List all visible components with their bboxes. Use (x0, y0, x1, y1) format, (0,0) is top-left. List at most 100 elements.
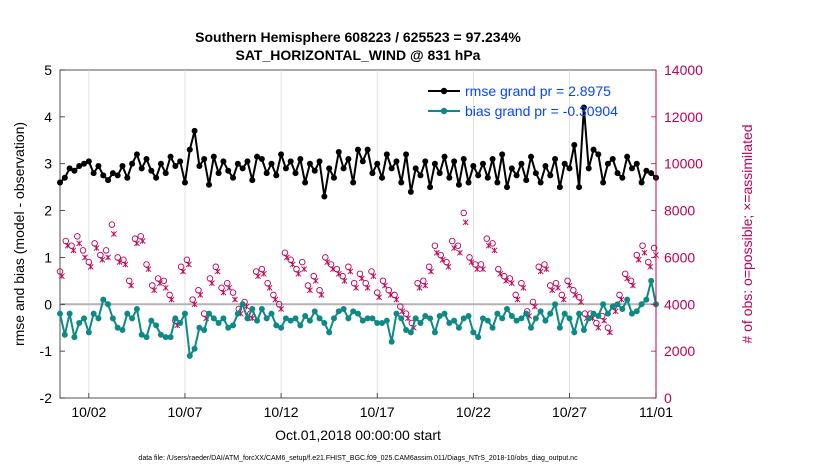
rmse-point (436, 170, 443, 177)
rmse-point (537, 179, 544, 186)
bias-point (528, 324, 535, 331)
obs-possible-point (102, 247, 110, 254)
rmse-point (561, 160, 568, 167)
bias-point (484, 317, 491, 324)
bias-point (254, 317, 261, 324)
rmse-point (624, 153, 631, 160)
rmse-point (220, 158, 227, 165)
bias-point (489, 324, 496, 331)
rmse-point (542, 163, 549, 170)
rmse-point (138, 165, 145, 172)
bias-point (455, 324, 462, 331)
obs-assimilated-point (560, 296, 567, 303)
rmse-point (143, 156, 150, 163)
obs-assimilated-point (191, 301, 198, 308)
rmse-point (311, 167, 318, 174)
bias-point (566, 315, 573, 322)
obs-assimilated-point (255, 273, 261, 280)
obs-assimilated-point (295, 270, 302, 277)
bias-point (109, 315, 116, 322)
obs-assimilated-point (566, 282, 573, 289)
footer-data-file: data file: /Users/raeder/DAI/ATM_forcXX/… (138, 455, 578, 462)
bias-point (580, 327, 587, 334)
obs-assimilated-point (578, 299, 584, 305)
right-tick-label: 12000 (664, 109, 703, 125)
obs-assimilated-point (318, 291, 325, 298)
bias-point (633, 308, 640, 315)
rmse-point (364, 146, 371, 153)
left-tick-label: 0 (44, 296, 52, 312)
x-axis-ticks: 10/02 10/07 10/12 10/17 10/22 10/27 11/01 (71, 393, 673, 420)
left-tick-label: 1 (44, 249, 52, 265)
bias-point (90, 310, 97, 317)
x-tick-label: 10/07 (167, 404, 202, 420)
rmse-point (157, 160, 164, 167)
left-tick-label: 5 (44, 62, 52, 78)
obs-assimilated-point (283, 254, 290, 261)
rmse-point (95, 163, 102, 170)
bias-point (302, 313, 309, 319)
bias-point (330, 315, 337, 322)
obs-assimilated-point (555, 284, 561, 291)
rmse-point (407, 188, 414, 195)
bias-point (383, 317, 390, 324)
obs-assimilated-point (393, 296, 400, 303)
obs-assimilated-point (537, 268, 544, 275)
bias-point (465, 313, 472, 319)
obs-assimilated-point (70, 247, 77, 254)
right-tick-label: 14000 (664, 62, 703, 78)
rmse-point (153, 174, 160, 181)
rmse-point (393, 158, 400, 165)
left-tick-label: 4 (44, 109, 52, 125)
obs-assimilated-point (358, 275, 365, 282)
rmse-point (172, 163, 179, 170)
obs-assimilated-point (87, 263, 94, 270)
rmse-point (576, 184, 583, 191)
rmse-point (590, 146, 597, 153)
bias-point (638, 301, 645, 308)
rmse-point (335, 149, 342, 155)
bias-point (249, 305, 256, 312)
bias-point (225, 324, 232, 331)
bias-point (316, 315, 323, 322)
obs-assimilated-point (232, 296, 238, 303)
left-tick-label: 3 (44, 156, 52, 172)
rmse-point (109, 170, 116, 177)
right-tick-label: 0 (664, 390, 672, 406)
bias-point (210, 315, 217, 322)
bias-point (648, 277, 655, 284)
obs-assimilated-point (439, 256, 446, 263)
bias-point (57, 310, 63, 317)
rmse-point (297, 156, 304, 163)
x-tick-label: 10/27 (552, 404, 587, 420)
rmse-point (191, 127, 198, 134)
bias-point (350, 308, 357, 315)
rmse-point (215, 170, 222, 177)
rmse-point (460, 156, 467, 163)
rmse-point (258, 156, 265, 163)
bias-point (374, 320, 381, 327)
bias-point (412, 315, 419, 322)
bias-point (148, 317, 155, 324)
legend-rmse-label: rmse grand pr = 2.8975 (465, 83, 611, 99)
bias-point (494, 310, 501, 317)
rmse-point (451, 158, 458, 165)
right-tick-label: 6000 (664, 249, 695, 265)
bias-point (379, 320, 386, 327)
obs-possible-point (431, 242, 439, 249)
rmse-point (379, 174, 386, 181)
bias-point (427, 315, 434, 322)
rmse-point (61, 174, 68, 181)
bias-point (628, 310, 635, 317)
rmse-point (508, 165, 515, 172)
rmse-point (403, 151, 410, 158)
legend-bias-marker (440, 107, 448, 115)
bias-point (61, 331, 68, 338)
obs-assimilated-point (353, 284, 359, 291)
bias-point (571, 329, 578, 336)
obs-assimilated-point (76, 240, 83, 247)
bias-point (600, 301, 607, 308)
obs-possible-point (483, 235, 491, 242)
rmse-point (244, 158, 251, 165)
right-tick-label: 2000 (664, 343, 695, 359)
